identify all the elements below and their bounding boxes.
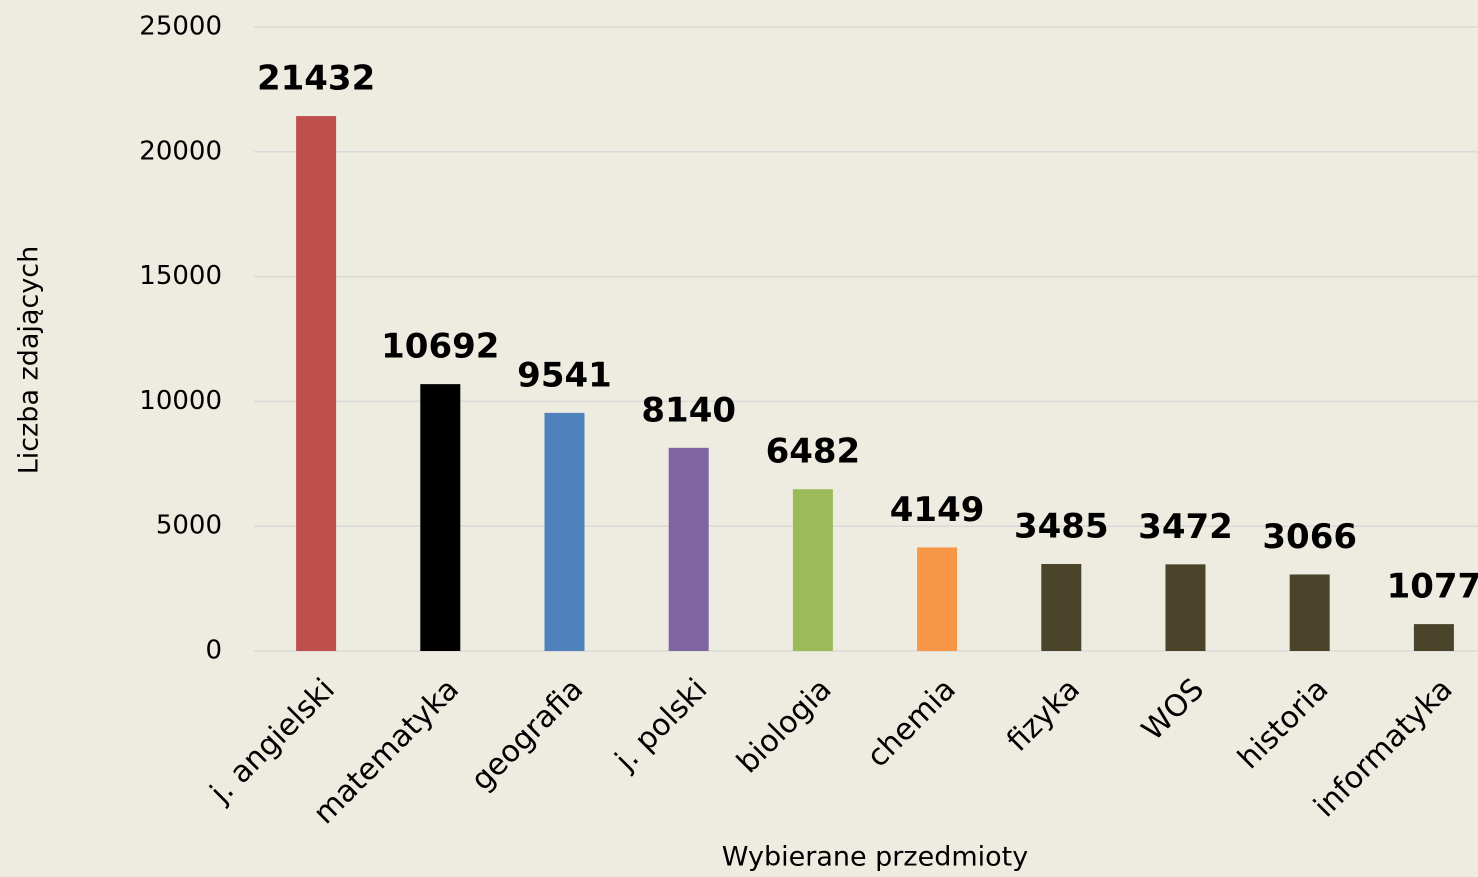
bar [1413, 624, 1454, 651]
data-label: 3485 [1014, 507, 1109, 547]
bar [668, 447, 709, 651]
data-label: 8140 [641, 390, 736, 430]
y-tick-label: 0 [205, 636, 222, 666]
bar [1165, 564, 1206, 651]
bar [420, 384, 461, 651]
y-axis-title: Liczba zdających [14, 246, 45, 475]
data-label: 6482 [766, 432, 861, 472]
x-axis-title: Wybierane przedmioty [722, 842, 1028, 873]
y-tick-label: 10000 [139, 386, 222, 416]
y-tick-label: 15000 [139, 261, 222, 291]
data-label: 3472 [1138, 507, 1233, 547]
bar [1289, 574, 1330, 651]
bar [917, 547, 958, 651]
data-label: 4149 [890, 490, 985, 530]
bar [544, 412, 585, 651]
data-label: 3066 [1262, 517, 1357, 557]
bar [296, 116, 337, 652]
y-tick-label: 25000 [139, 12, 222, 42]
data-label: 10692 [381, 327, 499, 367]
y-tick-label: 5000 [156, 511, 222, 541]
bar [1041, 564, 1082, 651]
bar [792, 489, 833, 651]
data-label: 1077 [1387, 567, 1478, 607]
y-tick-label: 20000 [139, 136, 222, 166]
data-label: 21432 [257, 59, 375, 99]
data-label: 9541 [517, 355, 612, 395]
